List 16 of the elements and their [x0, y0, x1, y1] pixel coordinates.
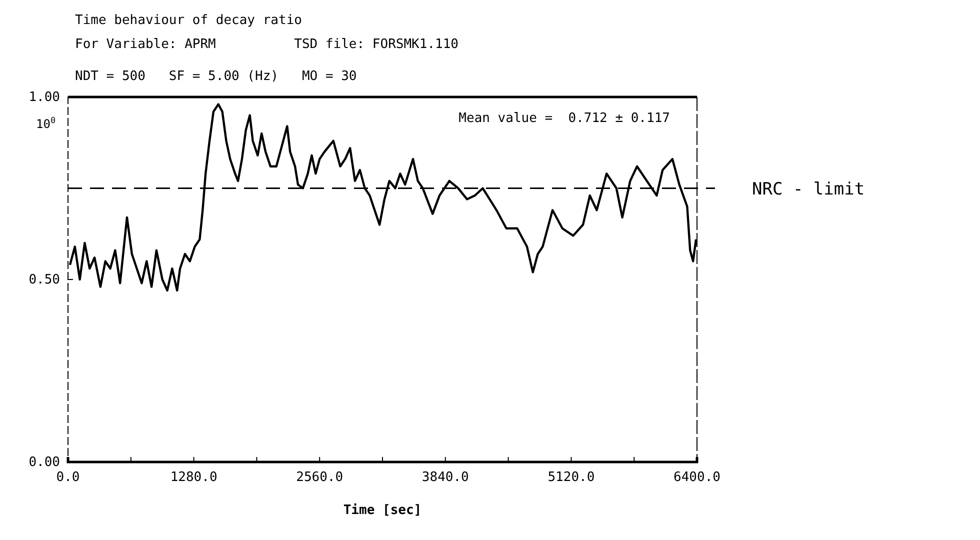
- x-tick-label: 0.0: [56, 470, 80, 486]
- x-tick-label: 2560.0: [296, 470, 344, 486]
- y-tick-label: 1.00: [28, 90, 60, 106]
- chart-title: Time behaviour of decay ratio: [75, 13, 302, 28]
- x-tick-label: 6400.0: [674, 470, 720, 486]
- y-tick-label: 0.50: [28, 272, 60, 288]
- chart-subtitle: For Variable: APRM TSD file: FORSMK1.110: [75, 37, 459, 52]
- y-tick-label: 0.00: [28, 455, 60, 470]
- annotation: Mean value = 0.712 ± 0.117: [458, 111, 670, 126]
- ref-line-label: NRC - limit: [752, 179, 865, 200]
- text: NDT = 500 SF = 5.00 (Hz) MO = 30: [75, 69, 357, 84]
- x-tick-label: 3840.0: [422, 470, 469, 486]
- x-axis-title: Time [sec]: [343, 503, 422, 518]
- x-tick-label: 1280.0: [170, 470, 218, 486]
- text: 10$^{0}$: [36, 115, 56, 131]
- x-tick-label: 5120.0: [548, 470, 595, 486]
